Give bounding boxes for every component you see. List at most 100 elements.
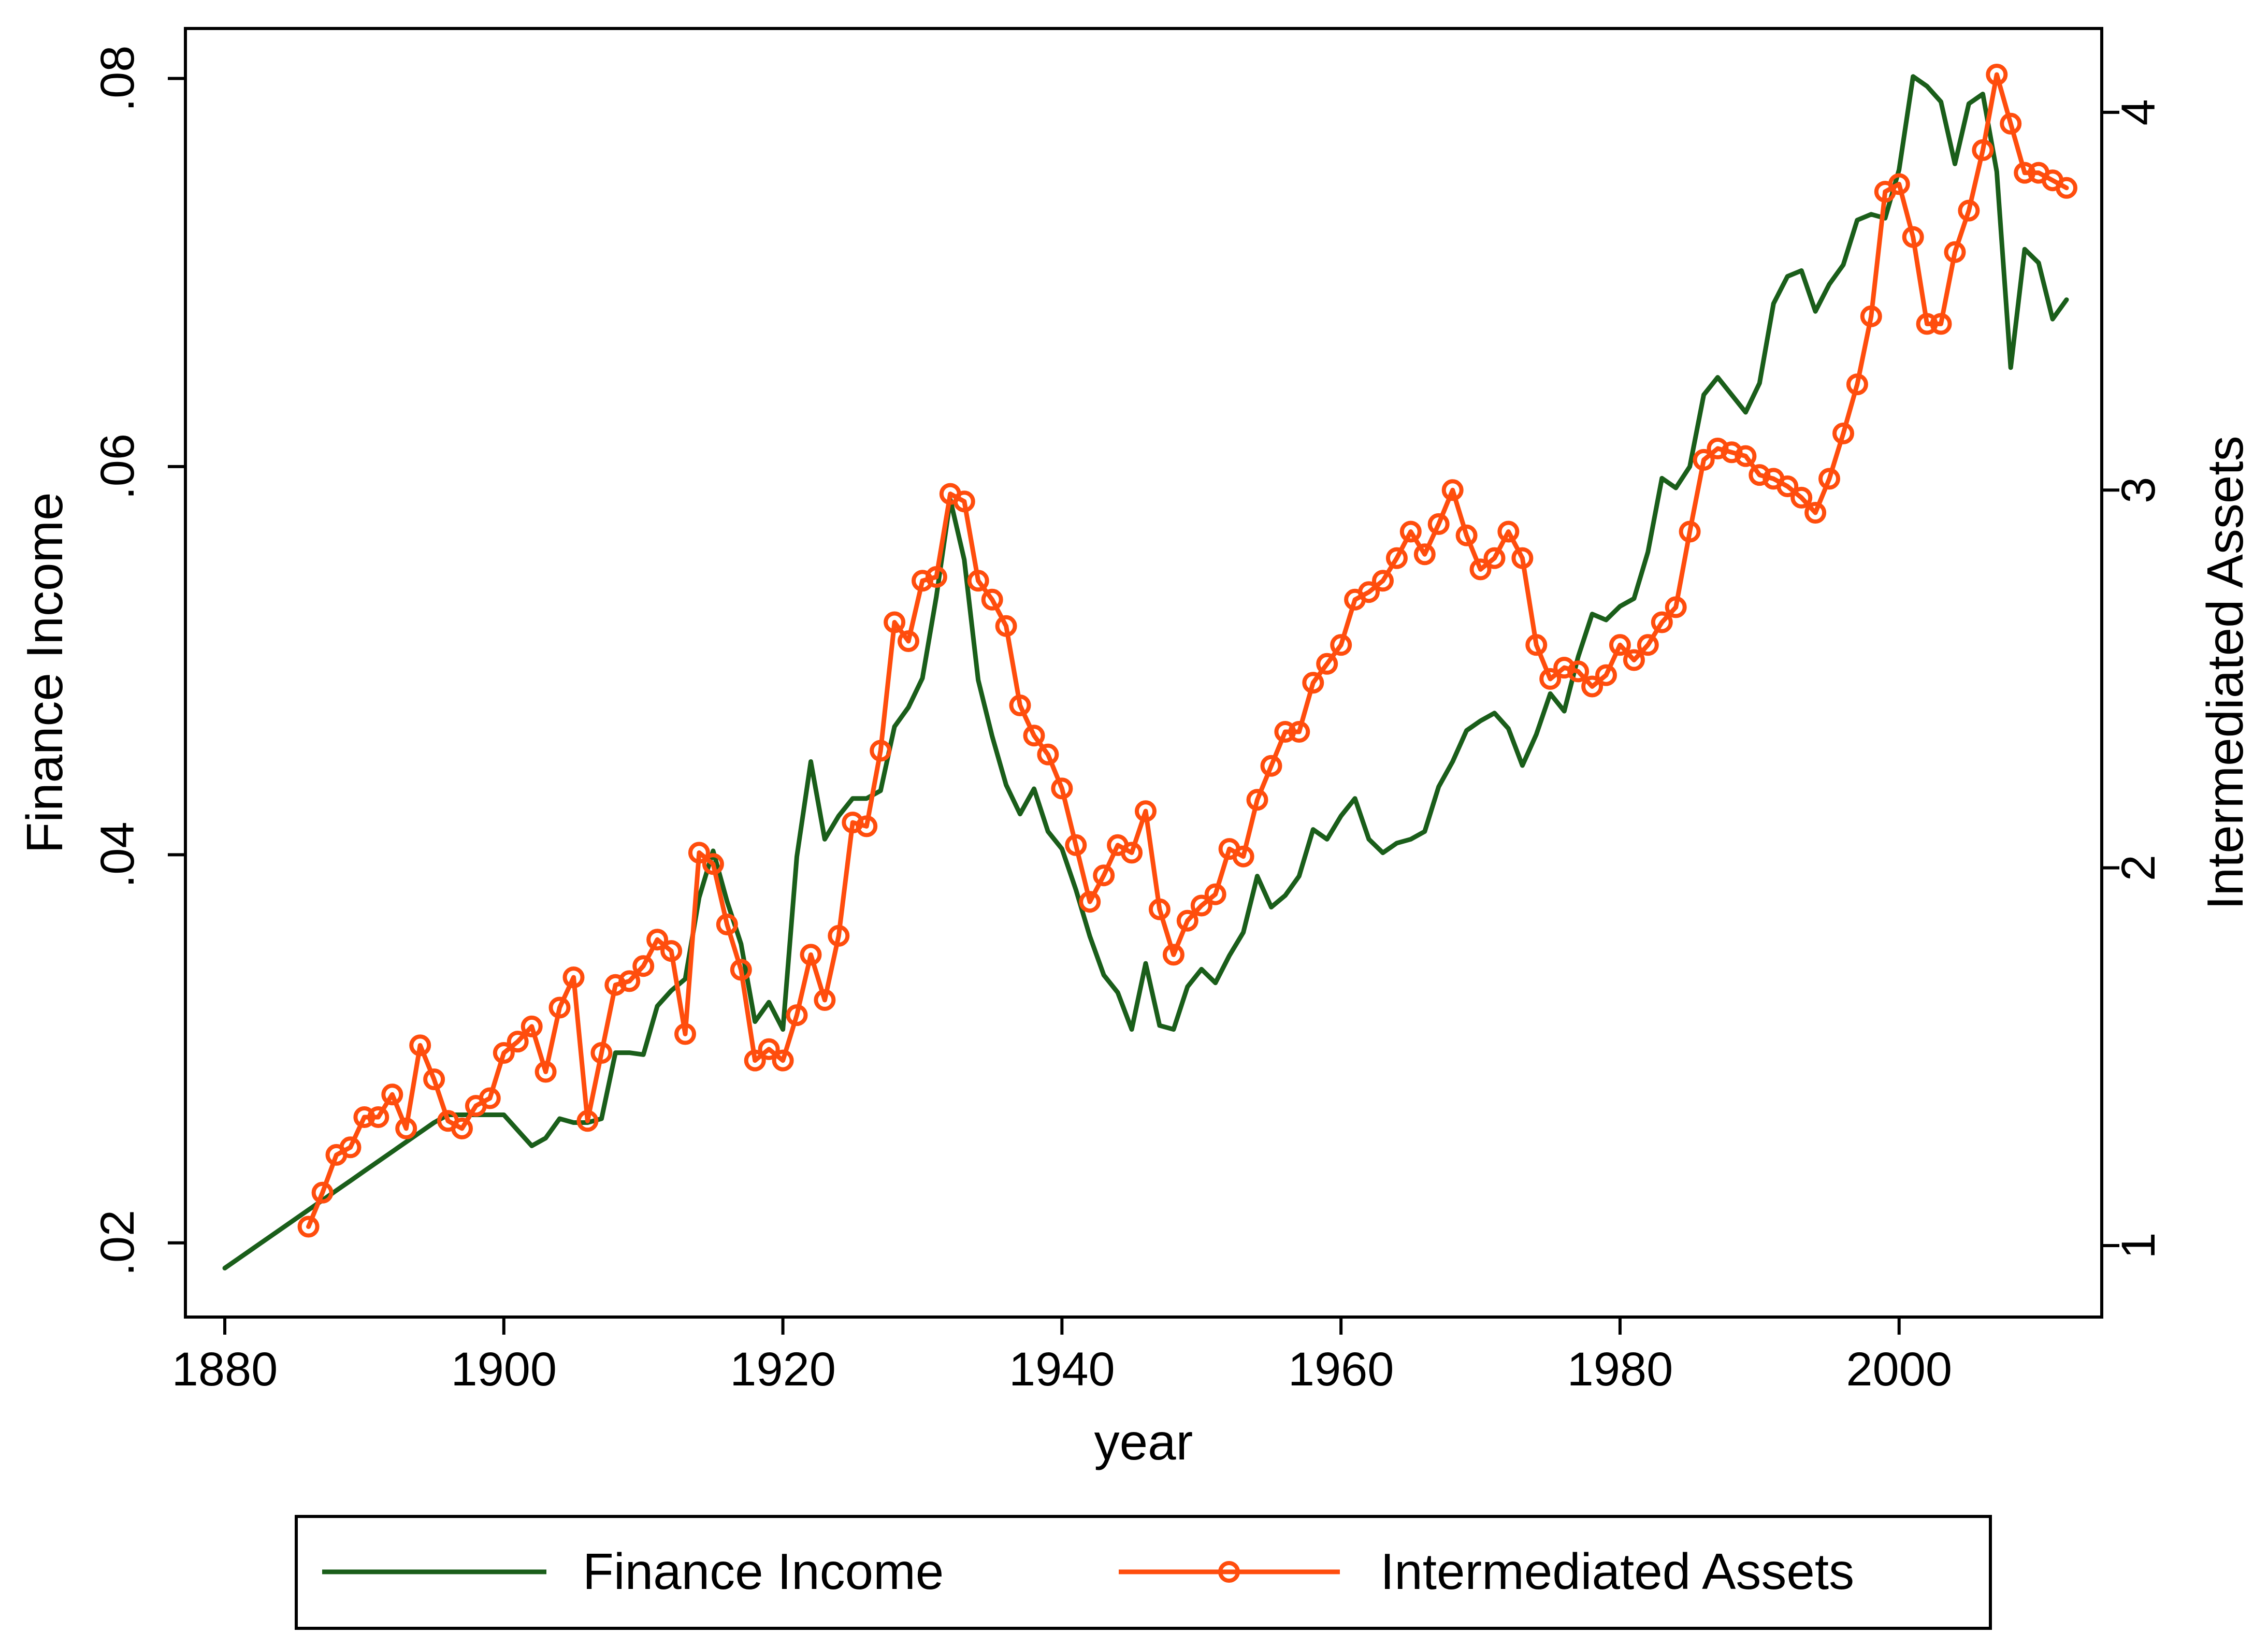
legend-intermediated-assets-marker — [1218, 1561, 1240, 1583]
right-axis-title: Intermediated Assets — [2197, 436, 2253, 909]
intermediated-assets-point — [1093, 864, 1115, 887]
intermediated-assets-point — [1483, 547, 1506, 569]
x-tick-label: 1900 — [451, 1343, 557, 1396]
intermediated-assets-point — [1274, 721, 1296, 743]
right-y-tick-label: 2 — [2112, 855, 2165, 881]
intermediated-assets-point — [1735, 445, 1757, 467]
intermediated-assets-point — [395, 1117, 417, 1139]
intermediated-assets-point — [2000, 112, 2022, 135]
intermediated-assets-point — [1148, 898, 1171, 920]
x-tick-label: 1880 — [172, 1343, 278, 1396]
intermediated-assets-point — [1567, 660, 1590, 683]
intermediated-assets-point — [786, 1004, 808, 1027]
intermediated-assets-point — [1958, 199, 1980, 222]
intermediated-assets-point — [535, 1061, 557, 1083]
legend: Finance Income Intermediated Assets — [295, 1515, 1992, 1630]
intermediated-assets-point — [1902, 226, 1924, 248]
intermediated-assets-point — [646, 929, 669, 951]
left-y-tick-label: .04 — [91, 821, 144, 888]
intermediated-assets-point — [925, 566, 947, 588]
legend-intermediated-assets-label: Intermediated Assets — [1380, 1543, 1854, 1600]
intermediated-assets-point — [1302, 672, 1324, 694]
x-tick-label: 2000 — [1846, 1343, 1952, 1396]
intermediated-assets-point — [1693, 449, 1715, 471]
intermediated-assets-point — [521, 1015, 543, 1037]
intermediated-assets-point — [562, 966, 585, 989]
intermediated-assets-point — [1037, 743, 1059, 765]
left-y-tick-label: .06 — [91, 433, 144, 500]
left-axis: .02 .04 .06 .08 — [91, 46, 185, 1276]
x-tick-label: 1960 — [1288, 1343, 1394, 1396]
intermediated-assets-point — [590, 1042, 613, 1064]
x-tick-label: 1920 — [730, 1343, 836, 1396]
plot-frame — [184, 27, 2103, 1319]
intermediated-assets-point — [1079, 891, 1101, 913]
intermediated-assets-point — [1553, 657, 1576, 679]
intermediated-assets-point — [548, 996, 571, 1019]
intermediated-assets-point — [730, 959, 752, 981]
intermediated-assets-point — [995, 615, 1017, 637]
x-axis: 1880 1900 1920 1940 1960 1980 2000 — [172, 1317, 1952, 1396]
intermediated-assets-point — [297, 1216, 320, 1238]
intermediated-assets-point — [1316, 653, 1338, 675]
intermediated-assets-point — [1930, 313, 1952, 335]
intermediated-assets-point — [1818, 468, 1840, 490]
intermediated-assets-point — [1385, 547, 1408, 569]
intermediated-assets-point — [1986, 64, 2008, 85]
intermediated-assets-point — [1665, 596, 1687, 618]
intermediated-assets-point — [1232, 845, 1254, 868]
intermediated-assets-point — [1790, 486, 1813, 509]
intermediated-assets-point — [842, 812, 864, 834]
intermediated-assets-point — [1413, 543, 1436, 566]
intermediated-assets-point — [1581, 675, 1604, 698]
intermediated-assets-point — [1246, 789, 1268, 811]
intermediated-assets-point — [1051, 777, 1073, 800]
intermediated-assets-point — [2014, 162, 2036, 184]
intermediated-assets-point — [898, 630, 919, 652]
intermediated-assets-point — [618, 970, 641, 992]
intermediated-assets-point — [1469, 558, 1492, 581]
intermediated-assets-point — [1637, 634, 1659, 656]
intermediated-assets-point — [1916, 313, 1938, 335]
right-axis: 1 2 3 4 — [2102, 99, 2165, 1259]
intermediated-assets-point — [1832, 422, 1854, 444]
x-tick-label: 1980 — [1567, 1343, 1673, 1396]
intermediated-assets-point — [451, 1117, 473, 1139]
intermediated-assets-point — [1651, 611, 1673, 633]
intermediated-assets-point — [479, 1087, 501, 1109]
intermediated-assets-point — [772, 1049, 794, 1072]
intermediated-assets-point — [493, 1042, 515, 1064]
x-axis-title: year — [1094, 1413, 1193, 1470]
intermediated-assets-line — [306, 72, 2069, 1229]
intermediated-assets-point — [1776, 475, 1799, 497]
series-layer — [222, 64, 2077, 1270]
right-y-tick-label: 3 — [2112, 477, 2165, 503]
intermediated-assets-point — [409, 1034, 431, 1057]
intermediated-assets-point — [1888, 173, 1910, 195]
intermediated-assets-point — [1330, 634, 1352, 656]
intermediated-assets-point — [912, 570, 933, 592]
intermediated-assets-point — [1609, 634, 1631, 656]
intermediated-assets-point — [1749, 464, 1771, 486]
intermediated-assets-point — [758, 1038, 780, 1060]
left-axis-title: Finance Income — [16, 492, 73, 853]
intermediated-assets-point — [576, 1110, 599, 1132]
intermediated-assets-point — [1427, 513, 1450, 535]
intermediated-assets-point — [1455, 524, 1478, 546]
intermediated-assets-point — [1846, 373, 1868, 396]
intermediated-assets-point — [884, 611, 906, 633]
intermediated-assets-point — [423, 1068, 445, 1090]
intermediated-assets-point — [660, 940, 683, 962]
intermediated-assets-point — [1065, 834, 1087, 856]
intermediated-assets-point — [1121, 842, 1143, 864]
intermediated-assets-point — [1623, 649, 1645, 671]
right-y-tick-label: 4 — [2112, 99, 2165, 125]
left-y-tick-label: .02 — [91, 1210, 144, 1276]
intermediated-assets-point — [1679, 521, 1701, 543]
intermediated-assets-point — [702, 853, 724, 875]
intermediated-assets-point — [981, 588, 1003, 611]
intermediated-assets-point — [870, 740, 892, 762]
intermediated-assets-point — [353, 1106, 375, 1128]
left-y-tick-label: .08 — [91, 46, 144, 112]
